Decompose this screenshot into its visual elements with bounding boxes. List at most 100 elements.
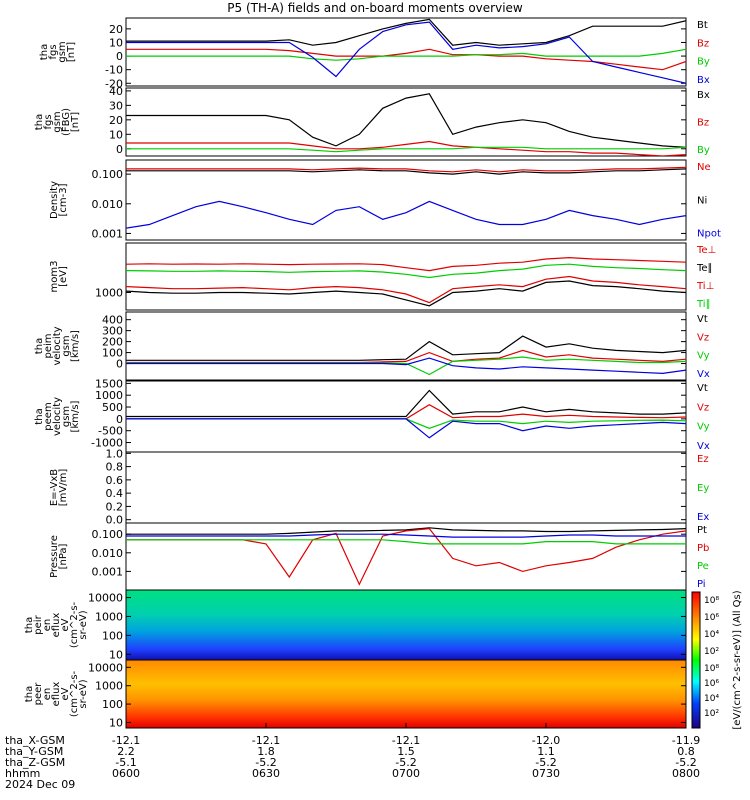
x-tick-label: 1.1 [537, 745, 555, 758]
legend-entry: Vx [697, 441, 710, 452]
y-tick-label: 0.010 [92, 198, 124, 211]
y-axis-label: mom3[eV] [49, 261, 69, 293]
y-tick-label: 10 [109, 128, 123, 141]
legend-entry: Vt [697, 314, 708, 325]
y-tick-label: 100 [102, 347, 123, 360]
x-tick-label: -5.2 [675, 756, 696, 769]
colorbar-tick-label: 10⁴ [704, 694, 719, 704]
y-tick-label: 0 [116, 358, 123, 371]
series-Vt [126, 335, 686, 361]
series-group-p5 [126, 335, 686, 376]
y-axis-label: Pressure[nPa] [49, 535, 69, 578]
legend-entry: Bx [697, 75, 710, 86]
x-tick-label: 0600 [112, 767, 140, 780]
panel-frame [125, 522, 687, 591]
y-tick-label: 0 [116, 143, 123, 156]
legend-entry: Bx [697, 90, 710, 101]
y-axis-label: Density[cm-3] [49, 181, 69, 219]
panel-frame [125, 17, 687, 87]
panel-frame [125, 87, 687, 157]
panel-frame [125, 242, 687, 311]
series-Ti∥ [126, 263, 686, 279]
panel-p10: 10000 1000 100 10 thapeerenefluxeV(cm^2-s-sr… [24, 659, 687, 729]
y-tick-label: 10 [109, 648, 123, 661]
legend-entry: Ti∥ [696, 299, 711, 310]
x-tick-label: -12.0 [532, 734, 560, 747]
series-By [126, 146, 686, 153]
panel-p4: 1000 mom3[eV] Te⊥ Te∥ Ti⊥ Ti∥ [49, 242, 716, 311]
y-tick-label: 1500 [95, 377, 123, 390]
series-Vy [126, 418, 686, 429]
panel-p9: 10000 1000 100 10 thapeirenefluxeV(cm^2-s-sr… [24, 589, 687, 661]
y-tick-label: 0.100 [92, 528, 124, 541]
y-axis-label: thafgsgsm(FBG)[nT] [34, 108, 81, 136]
series-Vx [126, 418, 686, 439]
legend-entry: Bz [697, 118, 709, 129]
legend-entry: Bt [697, 20, 708, 31]
x-tick-label: 0700 [392, 767, 420, 780]
series-Te⊥ [126, 275, 686, 304]
series-Bt [126, 18, 686, 46]
legend-entry: Te⊥ [696, 245, 716, 256]
panel-frame [125, 159, 687, 241]
y-tick-label: 10000 [88, 592, 123, 605]
y-tick-label: 0.0 [106, 514, 124, 527]
panel-frame [125, 311, 687, 381]
legend-entry: Te∥ [696, 263, 713, 274]
legend-entry: Vy [697, 351, 710, 362]
legend-entry: Ex [697, 512, 709, 523]
x-tick-label: 0.8 [677, 745, 695, 758]
y-axis-label: thapeirenefluxeV(cm^2-s-sr-eV) [24, 601, 89, 648]
colorbar: 10⁸ 10⁶ 10⁴ 10² 10⁸ 10⁶ 10⁴ 10² [eV/(cm^2-s-sr-e… [691, 590, 743, 730]
series-Bx [126, 93, 686, 148]
y-tick-label: 1000 [95, 286, 123, 299]
panel-p7: 1.00.80.60.40.20.0 E=-VxB[mV/m] Ez Ey Ex [49, 447, 709, 526]
y-tick-label: -20 [105, 77, 123, 90]
legend-entry: Ni [697, 195, 707, 206]
legend-entry: By [697, 57, 710, 68]
x-tick-label: 1.8 [257, 745, 275, 758]
y-tick-label: 0.010 [92, 547, 124, 560]
y-tick-label: 0.001 [92, 227, 124, 240]
legend-entry: Ti⊥ [696, 281, 714, 292]
colorbar-tick-label: 10⁸ [704, 664, 719, 674]
y-tick-label: 200 [102, 336, 123, 349]
series-Pt [126, 527, 686, 535]
legend-entry: Npot [697, 229, 721, 240]
x-tick-label: 0730 [532, 767, 560, 780]
colorbar-tick-label: 10⁶ [704, 613, 719, 623]
series-group-p4 [126, 256, 686, 307]
series-Pe [126, 539, 686, 545]
x-row-label: hhmm [5, 767, 40, 780]
spectrogram-p9 [126, 590, 686, 660]
x-tick-label: -5.2 [255, 756, 276, 769]
x-tick-label: 0800 [672, 767, 700, 780]
x-tick-label: -5.2 [395, 756, 416, 769]
legend-entry: Pe [697, 561, 709, 572]
series-Bx [126, 21, 686, 84]
x-tick-label: 1.5 [397, 745, 415, 758]
y-axis-label: E=-VxB[mV/m] [49, 469, 69, 507]
series-Vx [126, 357, 686, 375]
series-Pi [126, 533, 686, 538]
legend-entry: Bz [697, 38, 709, 49]
y-tick-label: 20 [109, 23, 123, 36]
y-tick-label: -1000 [91, 437, 123, 450]
legend-entry: Pb [697, 543, 709, 554]
y-tick-label: 0 [116, 50, 123, 63]
y-tick-label: 40 [109, 85, 123, 98]
y-tick-label: -10 [105, 64, 123, 77]
series-group-p1 [126, 18, 686, 84]
x-tick-label: 0630 [252, 767, 280, 780]
y-tick-label: 20 [109, 114, 123, 127]
y-tick-label: 0.100 [92, 168, 124, 181]
y-axis-label: thapeerenefluxeV(cm^2-s-sr-eV) [24, 670, 89, 717]
y-tick-label: 0.2 [106, 500, 124, 513]
series-Vt [126, 389, 686, 418]
series-group-p2 [126, 93, 686, 156]
colorbar-tick-label: 10² [704, 647, 719, 657]
y-tick-label: 1.0 [106, 447, 124, 460]
